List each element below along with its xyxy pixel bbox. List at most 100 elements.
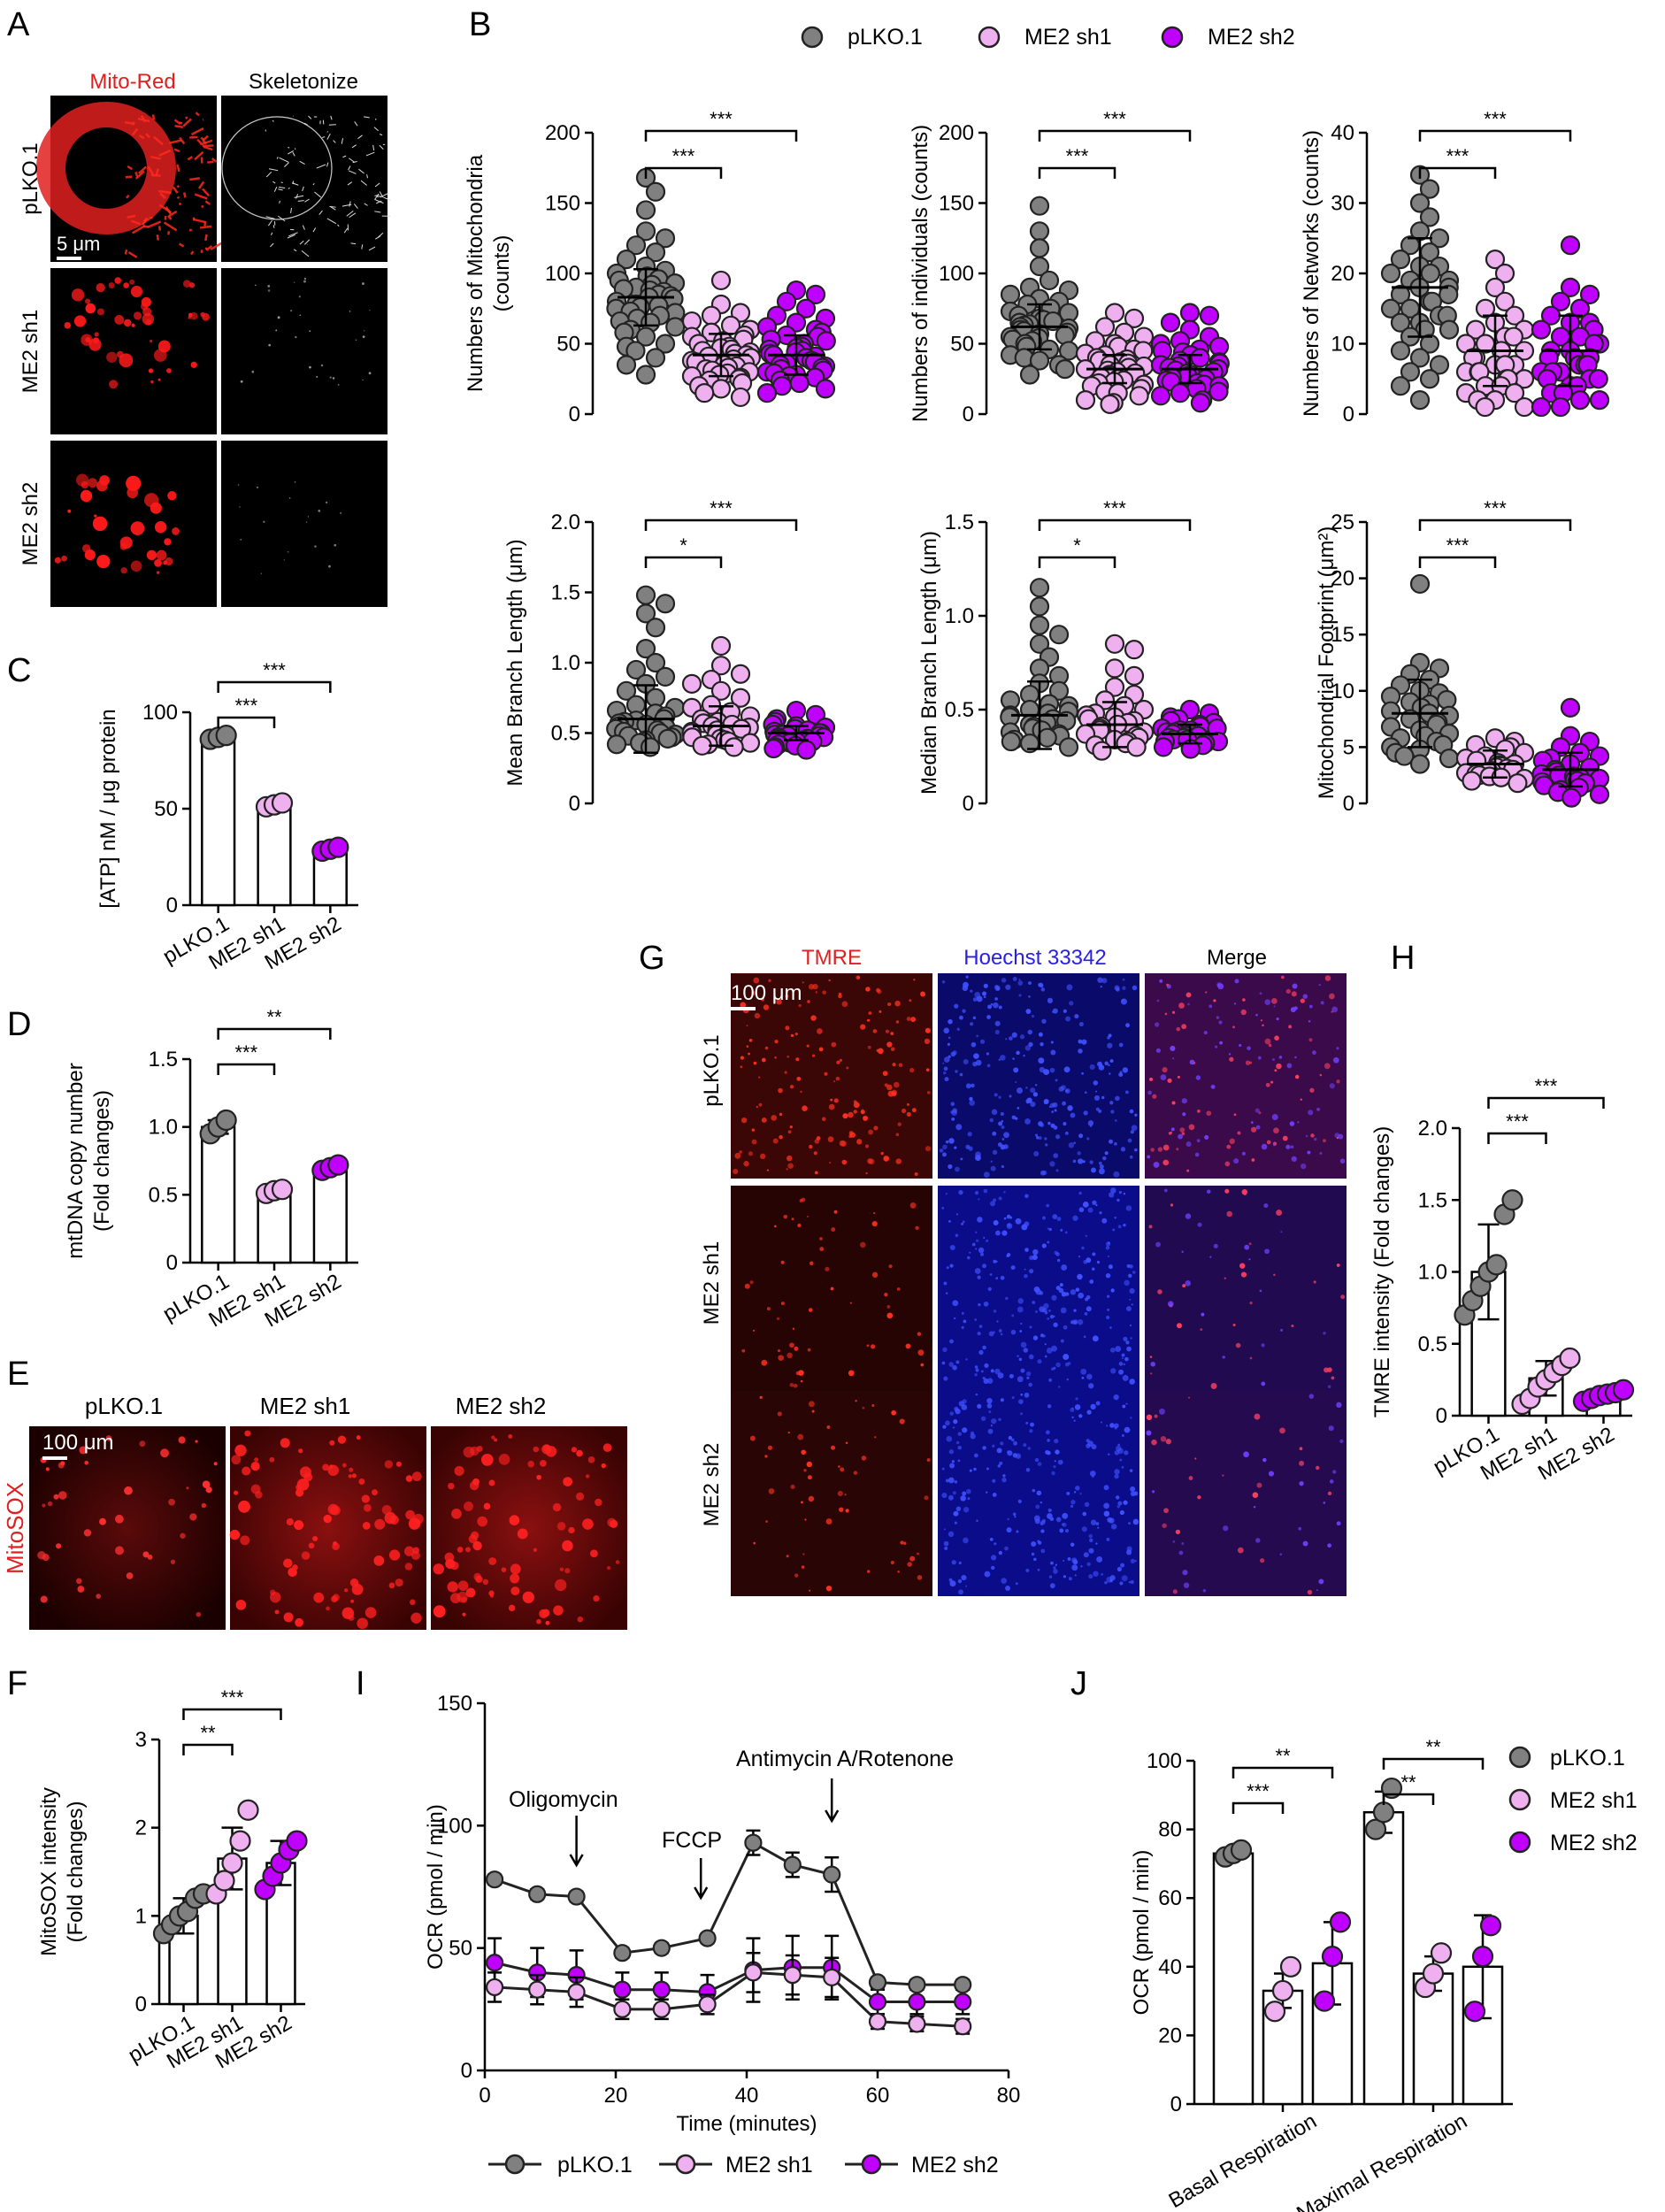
cell-dot [1007, 1223, 1011, 1227]
panel-g-col-label-merge: Merge [1207, 946, 1267, 970]
y-tick-label: 100 [939, 262, 974, 286]
cell-dot [1117, 1225, 1122, 1229]
mitosox-punctum [468, 1534, 478, 1544]
cell-dot [998, 1550, 1003, 1555]
cell-dot [1318, 983, 1321, 987]
mito-punctum [150, 340, 153, 343]
cell-dot [962, 1427, 968, 1433]
significance-label: *** [1103, 497, 1126, 519]
cell-dot [1081, 1526, 1087, 1532]
cell-dot [888, 1264, 893, 1269]
mitosox-punctum [47, 1501, 53, 1507]
legend-marker-i-plko [504, 2154, 526, 2175]
mitosox-punctum [457, 1591, 468, 1603]
data-point [1263, 2001, 1286, 2023]
cell-dot [1285, 988, 1291, 995]
cell-dot [1015, 1080, 1017, 1084]
data-point [1372, 1801, 1395, 1824]
cell-dot [1130, 1580, 1134, 1584]
cell-dot [948, 1138, 955, 1144]
mito-punctum [200, 311, 205, 318]
cell-dot [998, 1095, 1001, 1099]
cell-dot [1208, 1004, 1213, 1009]
mitosox-punctum [472, 1540, 482, 1551]
skeleton-segment [265, 216, 275, 219]
mito-punctum [119, 542, 127, 550]
cell-dot [1282, 1135, 1288, 1141]
cell-dot [846, 1066, 849, 1070]
cell-dot [1051, 1471, 1055, 1476]
cell-dot [1065, 1016, 1071, 1022]
cell-dot [1264, 1248, 1270, 1255]
data-point [1029, 634, 1050, 654]
cell-dot [1040, 1041, 1044, 1047]
cell-dot [990, 1555, 997, 1561]
cell-dot [1024, 1248, 1029, 1252]
mitosox-punctum [533, 1548, 538, 1552]
skeleton-dot [251, 370, 255, 373]
data-point [1409, 193, 1431, 213]
data-point [616, 680, 637, 701]
cell-dot [1171, 1010, 1176, 1014]
cell-dot [998, 1196, 1002, 1201]
cell-dot [1075, 1287, 1080, 1292]
cell-dot [1054, 1438, 1059, 1444]
cell-dot [1071, 1416, 1074, 1419]
cell-dot [848, 1111, 854, 1118]
cell-dot [1201, 1312, 1205, 1317]
cell-dot [794, 1033, 798, 1036]
cell-dot [1086, 1409, 1092, 1415]
significance-bracket [217, 716, 276, 728]
cell-dot [1151, 1439, 1157, 1446]
mitosox-punctum [349, 1467, 354, 1472]
data-point [1409, 348, 1431, 368]
cell-dot [975, 1059, 982, 1066]
significance-bracket [182, 1708, 282, 1720]
x-tick-label: 40 [735, 2084, 759, 2108]
data-point [635, 603, 656, 624]
micrograph-tile [1145, 1186, 1347, 1391]
data-point [710, 635, 732, 657]
data-point [1422, 1962, 1445, 1985]
mito-filament [163, 221, 178, 232]
cell-dot [962, 1220, 965, 1224]
mitosox-punctum [491, 1435, 495, 1440]
significance-label: * [1073, 534, 1081, 557]
cell-dot [1047, 1439, 1050, 1442]
mito-punctum [130, 521, 145, 535]
skeleton-dot [320, 364, 324, 367]
cell-dot [1027, 1029, 1033, 1035]
mitosox-punctum [56, 1543, 62, 1549]
cell-dot [807, 1475, 812, 1480]
cell-dot [1038, 1057, 1045, 1064]
cell-dot [1024, 1118, 1031, 1125]
cell-dot [1300, 998, 1306, 1003]
cell-dot [1054, 1460, 1056, 1463]
annotation-fccp: FCCP [662, 1828, 722, 1853]
data-point [645, 181, 666, 202]
cell-dot [941, 1361, 946, 1365]
cell-dot [1020, 1368, 1025, 1373]
data-point [1380, 263, 1401, 284]
cell-dot [1103, 1502, 1110, 1509]
skeleton-segment [302, 186, 304, 192]
cell-dot [1124, 1356, 1129, 1362]
cell-dot [1017, 1107, 1020, 1110]
cell-dot [978, 1349, 984, 1356]
cell-dot [1243, 1451, 1249, 1458]
cell-dot [1194, 1152, 1200, 1157]
cell-dot [1023, 1054, 1025, 1057]
mitosox-punctum [196, 1611, 202, 1617]
mito-filament [168, 210, 178, 218]
cell-dot [1081, 1377, 1085, 1379]
cell-dot [891, 1409, 896, 1416]
y-tick-label: 60 [1158, 1886, 1182, 1910]
significance-label: *** [710, 497, 733, 519]
mitosox-punctum [329, 1440, 335, 1446]
significance-bracket [1231, 1801, 1285, 1814]
cell-dot [845, 1509, 849, 1513]
legend-label-j-sh1: ME2 sh1 [1550, 1788, 1638, 1813]
y-tick-label: 50 [950, 333, 974, 357]
data-point [613, 1944, 632, 1962]
